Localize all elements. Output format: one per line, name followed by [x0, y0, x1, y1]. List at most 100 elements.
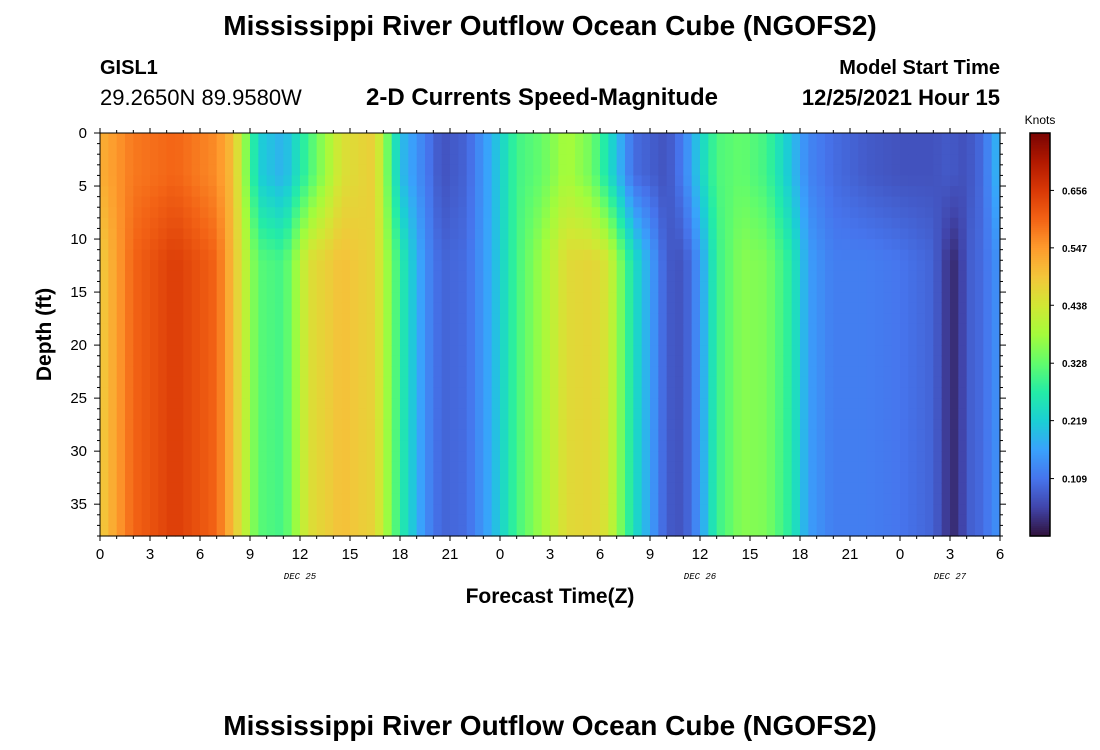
heatmap-cell	[750, 133, 759, 145]
heatmap-cell	[733, 408, 743, 420]
heatmap-cell	[816, 249, 826, 261]
heatmap-cell	[983, 514, 993, 526]
heatmap-cell	[383, 461, 393, 473]
heatmap-cell	[325, 175, 334, 187]
heatmap-cell	[408, 504, 418, 516]
heatmap-cell	[791, 355, 801, 367]
heatmap-cell	[833, 493, 843, 505]
heatmap-cell	[616, 440, 626, 452]
heatmap-cell	[183, 249, 193, 261]
heatmap-cell	[841, 461, 851, 473]
heatmap-cell	[691, 217, 701, 230]
heatmap-cell	[758, 429, 768, 442]
heatmap-cell	[475, 334, 484, 346]
heatmap-cell	[508, 239, 518, 251]
heatmap-cell	[841, 228, 851, 240]
heatmap-cell	[575, 133, 584, 145]
heatmap-cell	[700, 228, 709, 240]
colorbar-swatch	[1030, 443, 1050, 446]
heatmap-cell	[500, 323, 509, 336]
heatmap-cell	[400, 345, 409, 357]
heatmap-cell	[225, 355, 234, 367]
heatmap-cell	[216, 376, 226, 389]
heatmap-cell	[775, 355, 784, 367]
heatmap-cell	[316, 440, 326, 452]
heatmap-cell	[400, 408, 409, 420]
heatmap-cell	[316, 387, 326, 399]
colorbar-swatch	[1030, 175, 1050, 178]
colorbar-swatch	[1030, 328, 1050, 332]
heatmap-cell	[666, 482, 676, 495]
heatmap-cell	[550, 334, 559, 346]
heatmap-cell	[850, 398, 859, 410]
heatmap-cell	[958, 366, 968, 378]
heatmap-cell	[391, 143, 401, 155]
heatmap-cell	[441, 419, 451, 431]
heatmap-cell	[591, 292, 601, 304]
heatmap-cell	[183, 186, 193, 198]
heatmap-cell	[491, 217, 501, 230]
heatmap-cell	[633, 143, 643, 155]
heatmap-cell	[641, 323, 651, 336]
heatmap-cell	[125, 228, 134, 240]
heatmap-cell	[583, 440, 593, 452]
colorbar-swatch	[1030, 483, 1050, 487]
heatmap-cell	[716, 461, 726, 473]
heatmap-cell	[208, 175, 218, 187]
heatmap-cell	[658, 482, 668, 495]
heatmap-cell	[450, 175, 459, 187]
heatmap-cell	[666, 387, 676, 399]
heatmap-cell	[733, 154, 743, 166]
heatmap-cell	[158, 525, 168, 537]
heatmap-cell	[133, 217, 143, 230]
heatmap-cell	[541, 228, 551, 240]
heatmap-cell	[933, 292, 943, 304]
heatmap-cell	[541, 461, 551, 473]
heatmap-cell	[925, 482, 934, 495]
heatmap-cell	[650, 154, 659, 166]
colorbar-swatch	[1030, 336, 1050, 340]
heatmap-cell	[941, 525, 951, 537]
heatmap-cell	[225, 154, 234, 166]
heatmap-cell	[250, 493, 259, 505]
heatmap-cell	[216, 525, 226, 537]
heatmap-cell	[425, 355, 434, 367]
colorbar-swatch	[1030, 253, 1050, 257]
heatmap-cell	[825, 228, 834, 240]
heatmap-cell	[941, 186, 951, 198]
heatmap-cell	[358, 270, 368, 283]
heatmap-cell	[750, 493, 759, 505]
heatmap-cell	[766, 429, 776, 442]
heatmap-cell	[883, 302, 893, 314]
heatmap-cell	[850, 164, 859, 177]
heatmap-cell	[816, 387, 826, 399]
heatmap-cell	[791, 429, 801, 442]
heatmap-cell	[866, 281, 876, 293]
heatmap-cell	[133, 186, 143, 198]
heatmap-cell	[633, 175, 643, 187]
heatmap-cell	[375, 429, 384, 442]
heatmap-cell	[600, 186, 609, 198]
heatmap-cell	[691, 313, 701, 325]
heatmap-cell	[750, 419, 759, 431]
heatmap-cell	[258, 514, 268, 526]
heatmap-cell	[866, 514, 876, 526]
heatmap-cell	[608, 493, 618, 505]
heatmap-cell	[416, 228, 426, 240]
heatmap-cell	[641, 292, 651, 304]
heatmap-cell	[575, 387, 584, 399]
heatmap-cell	[133, 133, 143, 145]
heatmap-cell	[741, 207, 751, 219]
heatmap-cell	[383, 196, 393, 208]
heatmap-cell	[816, 260, 826, 272]
heatmap-cell	[183, 133, 193, 145]
heatmap-cell	[533, 133, 543, 145]
heatmap-cell	[366, 239, 376, 251]
heatmap-cell	[475, 419, 484, 431]
heatmap-cell	[116, 270, 126, 283]
heatmap-cell	[450, 514, 459, 526]
heatmap-cell	[225, 217, 234, 230]
y-tick-label: 30	[70, 443, 87, 460]
heatmap-cell	[958, 408, 968, 420]
heatmap-cell	[125, 440, 134, 452]
